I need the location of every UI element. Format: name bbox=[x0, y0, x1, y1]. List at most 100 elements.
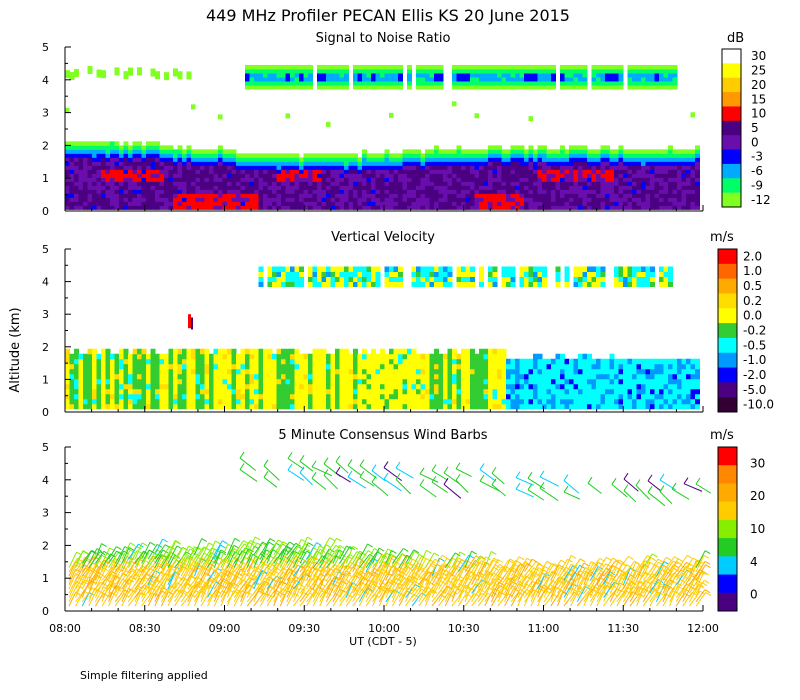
vv-cell bbox=[587, 403, 592, 410]
vv-cell bbox=[137, 398, 142, 405]
snr-cell bbox=[353, 181, 358, 186]
vv-cell bbox=[96, 398, 102, 405]
snr-cell bbox=[128, 157, 133, 162]
vv-cell bbox=[312, 368, 318, 375]
wind-barb bbox=[94, 575, 103, 590]
snr-cell bbox=[227, 177, 232, 182]
vv-cell bbox=[69, 363, 75, 370]
snr-cell bbox=[573, 177, 579, 182]
vv-cell bbox=[600, 363, 606, 370]
vv-cell bbox=[312, 393, 318, 400]
snr-cell bbox=[429, 153, 435, 158]
vv-cell bbox=[573, 378, 579, 385]
vv-cell bbox=[627, 266, 633, 272]
vv-cell bbox=[357, 393, 363, 400]
snr-cell bbox=[434, 205, 439, 210]
snr-cell bbox=[83, 157, 88, 162]
snr-cell bbox=[479, 161, 484, 166]
snr-cell bbox=[582, 68, 588, 74]
vv-cell bbox=[317, 368, 322, 375]
vv-cell bbox=[303, 393, 309, 400]
vv-cell bbox=[542, 276, 547, 282]
snr-cell bbox=[231, 197, 237, 202]
snr-cell bbox=[681, 173, 687, 178]
vv-cell bbox=[663, 271, 669, 277]
vv-cell bbox=[213, 383, 219, 390]
snr-cell bbox=[659, 181, 664, 186]
snr-cell bbox=[398, 153, 403, 158]
snr-cell bbox=[425, 149, 430, 154]
snr-cell bbox=[483, 169, 489, 174]
vv-cell bbox=[164, 383, 169, 390]
snr-cell bbox=[290, 80, 295, 86]
snr-cell bbox=[506, 185, 511, 190]
snr-cell bbox=[591, 68, 597, 74]
snr-cell bbox=[537, 173, 543, 178]
snr-cell bbox=[155, 189, 160, 194]
snr-cell bbox=[65, 197, 70, 202]
snr-cell bbox=[596, 64, 601, 70]
snr-cell bbox=[479, 177, 484, 182]
snr-cell bbox=[101, 205, 106, 210]
snr-cell bbox=[240, 161, 246, 166]
snr-cell bbox=[438, 177, 444, 182]
vv-cell bbox=[389, 353, 394, 360]
wind-barb bbox=[81, 587, 93, 603]
vv-cell bbox=[74, 403, 79, 410]
vv-cell bbox=[344, 373, 349, 380]
vv-cell bbox=[695, 388, 700, 395]
snr-cell bbox=[236, 153, 241, 158]
snr-cell bbox=[690, 189, 696, 194]
vv-cell bbox=[132, 363, 138, 370]
snr-cell bbox=[515, 64, 520, 70]
snr-cell bbox=[317, 64, 322, 70]
snr-cell bbox=[132, 189, 138, 194]
snr-cell bbox=[389, 76, 394, 82]
snr-cell bbox=[695, 205, 700, 210]
vv-cell bbox=[425, 398, 430, 405]
snr-cell bbox=[551, 157, 556, 162]
snr-cell bbox=[497, 76, 502, 82]
snr-cell bbox=[605, 64, 610, 70]
vv-cell bbox=[528, 373, 534, 380]
snr-cell bbox=[470, 205, 475, 210]
snr-cell bbox=[353, 197, 358, 202]
snr-cell bbox=[618, 185, 624, 190]
snr-cell bbox=[384, 169, 390, 174]
snr-cell bbox=[645, 173, 651, 178]
wind-barb bbox=[75, 574, 84, 590]
vv-cell bbox=[461, 393, 466, 400]
snr-cell bbox=[605, 193, 610, 198]
snr-cell bbox=[497, 169, 502, 174]
vv-cell bbox=[132, 368, 138, 375]
snr-cell bbox=[452, 80, 457, 86]
wind-barb bbox=[108, 565, 116, 581]
snr-cell bbox=[501, 165, 507, 170]
vv-cell bbox=[515, 398, 520, 405]
wind-barb bbox=[103, 550, 110, 555]
snr-cell bbox=[326, 177, 331, 182]
snr-cell bbox=[411, 165, 417, 170]
snr-cell bbox=[366, 84, 372, 90]
snr-cell bbox=[87, 181, 93, 186]
snr-cell bbox=[452, 177, 457, 182]
snr-cell bbox=[74, 165, 79, 170]
vv-cell bbox=[483, 383, 489, 390]
snr-cell bbox=[614, 165, 619, 170]
vv-cell bbox=[668, 373, 673, 380]
vv-cell bbox=[645, 403, 651, 410]
snr-cell bbox=[272, 197, 277, 202]
snr-cell bbox=[222, 177, 228, 182]
snr-cell bbox=[564, 153, 570, 158]
vv-cell bbox=[519, 276, 525, 282]
vv-cell bbox=[362, 403, 367, 410]
snr-cell bbox=[74, 197, 79, 202]
snr-cell bbox=[389, 169, 394, 174]
snr-cell bbox=[123, 197, 129, 202]
vv-cell bbox=[164, 378, 169, 385]
snr-cell bbox=[546, 76, 552, 82]
vv-cell bbox=[636, 388, 642, 395]
snr-cell bbox=[452, 169, 457, 174]
snr-cell bbox=[573, 157, 579, 162]
snr-cell bbox=[393, 185, 399, 190]
